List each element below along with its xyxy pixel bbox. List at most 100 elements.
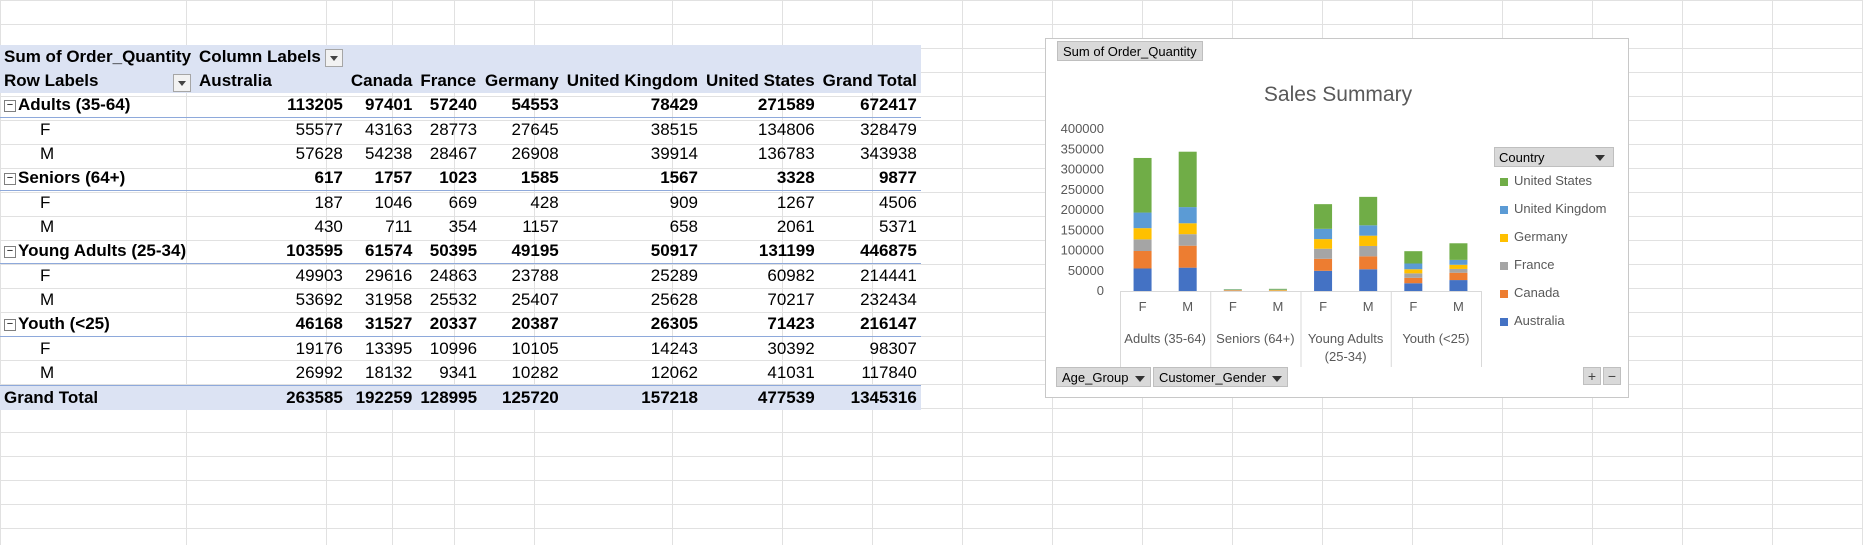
bar-segment[interactable] <box>1314 270 1333 291</box>
value-cell[interactable]: 31958 <box>365 290 413 309</box>
column-header-cell[interactable]: Grand Total <box>818 69 921 93</box>
value-cell[interactable]: 9877 <box>818 166 921 191</box>
value-cell[interactable]: 53692 <box>295 290 343 309</box>
column-header-cell[interactable]: Canada <box>346 69 417 93</box>
bar-segment[interactable] <box>1314 228 1333 240</box>
column-labels-filter-button[interactable] <box>324 48 343 67</box>
column-header-cell[interactable]: Germany <box>481 69 563 93</box>
row-label-cell[interactable]: F <box>0 264 195 289</box>
value-cell[interactable]: 49903 <box>295 266 343 285</box>
value-cell[interactable]: 103595 <box>195 239 347 264</box>
row-label-cell[interactable]: − Youth (<25) <box>0 312 196 337</box>
bar-segment[interactable] <box>1178 223 1197 235</box>
value-cell[interactable]: 28773 <box>429 120 478 139</box>
value-cell[interactable]: 26992 <box>295 363 343 382</box>
value-cell[interactable]: 57240 <box>416 93 482 118</box>
value-cell[interactable]: 54553 <box>481 93 563 118</box>
bar-segment[interactable] <box>1178 207 1197 224</box>
value-cell[interactable]: 617 <box>195 166 347 191</box>
grand-total-value-cell[interactable]: 157218 <box>562 385 703 410</box>
value-cell[interactable]: 49195 <box>481 239 563 264</box>
value-cell[interactable]: 14243 <box>650 339 699 358</box>
value-cell[interactable]: 57628 <box>295 144 343 163</box>
value-cell[interactable]: 1267 <box>776 193 815 212</box>
pivot-chart[interactable]: Sum of Order_Quantity Sales Summary 0 500… <box>1045 38 1629 398</box>
value-cell[interactable]: 672417 <box>818 93 921 118</box>
value-cell[interactable]: 2061 <box>776 217 815 236</box>
value-cell[interactable]: 428 <box>530 193 559 212</box>
bar-segment[interactable] <box>1314 248 1333 259</box>
row-label-cell[interactable]: F <box>0 191 195 216</box>
bar-segment[interactable] <box>1359 245 1378 257</box>
bar-segment[interactable] <box>1449 264 1468 269</box>
collapse-icon[interactable]: − <box>4 245 16 258</box>
value-cell[interactable]: 39914 <box>650 144 699 163</box>
value-cell[interactable]: 78429 <box>562 93 703 118</box>
bar-segment[interactable] <box>1449 259 1468 265</box>
value-cell[interactable]: 909 <box>669 193 699 212</box>
row-label-cell[interactable]: − Young Adults (25-34) <box>0 239 196 264</box>
bar-segment[interactable] <box>1133 239 1152 252</box>
value-cell[interactable]: 216147 <box>818 312 921 337</box>
bar-segment[interactable] <box>1404 269 1423 274</box>
value-cell[interactable]: 669 <box>448 193 478 212</box>
bar-segment[interactable] <box>1178 151 1197 208</box>
column-labels-header[interactable]: Column Labels <box>195 45 347 69</box>
row-label-cell[interactable]: − Seniors (64+) <box>0 166 196 191</box>
value-cell[interactable]: 25532 <box>429 290 478 309</box>
row-label-cell[interactable]: M <box>0 215 195 239</box>
bar-segment[interactable] <box>1359 225 1378 236</box>
value-cell[interactable]: 41031 <box>767 363 815 382</box>
value-cell[interactable]: 23788 <box>511 266 559 285</box>
bar-segment[interactable] <box>1133 157 1152 213</box>
legend-item[interactable]: United Kingdom <box>1494 195 1614 223</box>
row-labels-filter-button[interactable] <box>173 73 192 92</box>
row-label-cell[interactable]: M <box>0 361 195 386</box>
legend-item[interactable]: Germany <box>1494 223 1614 251</box>
value-cell[interactable]: 10282 <box>511 363 559 382</box>
value-cell[interactable]: 43163 <box>365 120 413 139</box>
column-header-cell[interactable]: Australia <box>195 69 347 93</box>
pivot-corner-label[interactable]: Sum of Order_Quantity <box>0 45 196 69</box>
bar-segment[interactable] <box>1133 212 1152 229</box>
grand-total-label[interactable]: Grand Total <box>0 385 196 410</box>
bar-segment[interactable] <box>1133 228 1152 240</box>
value-cell[interactable]: 1046 <box>374 193 413 212</box>
bar-segment[interactable] <box>1449 243 1468 260</box>
legend-item[interactable]: Australia <box>1494 307 1614 335</box>
bar-segment[interactable] <box>1314 204 1333 229</box>
bar-segment[interactable] <box>1314 239 1333 249</box>
value-cell[interactable]: 1023 <box>416 166 482 191</box>
value-cell[interactable]: 26305 <box>562 312 703 337</box>
value-cell[interactable]: 30392 <box>767 339 815 358</box>
value-cell[interactable]: 25407 <box>511 290 559 309</box>
value-cell[interactable]: 60982 <box>767 266 815 285</box>
column-header-cell[interactable]: France <box>416 69 482 93</box>
expand-field-button[interactable]: + <box>1583 367 1601 385</box>
value-cell[interactable]: 117840 <box>861 363 917 382</box>
column-header-cell[interactable]: United States <box>702 69 819 93</box>
value-cell[interactable]: 328479 <box>860 120 917 139</box>
header-empty-cell[interactable] <box>818 45 921 69</box>
value-cell[interactable]: 214441 <box>860 266 917 285</box>
value-cell[interactable]: 28467 <box>429 144 478 163</box>
row-labels-header[interactable]: Row Labels <box>0 69 196 93</box>
value-cell[interactable]: 13395 <box>365 339 413 358</box>
value-cell[interactable]: 55577 <box>295 120 343 139</box>
grand-total-value-cell[interactable]: 192259 <box>346 385 417 410</box>
header-empty-cell[interactable] <box>562 45 703 69</box>
bar-segment[interactable] <box>1133 268 1152 291</box>
bar-segment[interactable] <box>1404 251 1423 264</box>
value-cell[interactable]: 26908 <box>511 144 559 163</box>
value-cell[interactable]: 134806 <box>757 120 815 139</box>
value-cell[interactable]: 430 <box>314 217 343 236</box>
bar-segment[interactable] <box>1178 267 1197 291</box>
value-cell[interactable]: 354 <box>448 217 478 236</box>
row-label-cell[interactable]: M <box>0 142 195 166</box>
grand-total-value-cell[interactable]: 263585 <box>195 385 347 410</box>
value-cell[interactable]: 38515 <box>650 120 699 139</box>
value-cell[interactable]: 446875 <box>818 239 921 264</box>
header-empty-cell[interactable] <box>481 45 563 69</box>
header-empty-cell[interactable] <box>346 45 417 69</box>
value-cell[interactable]: 70217 <box>767 290 815 309</box>
